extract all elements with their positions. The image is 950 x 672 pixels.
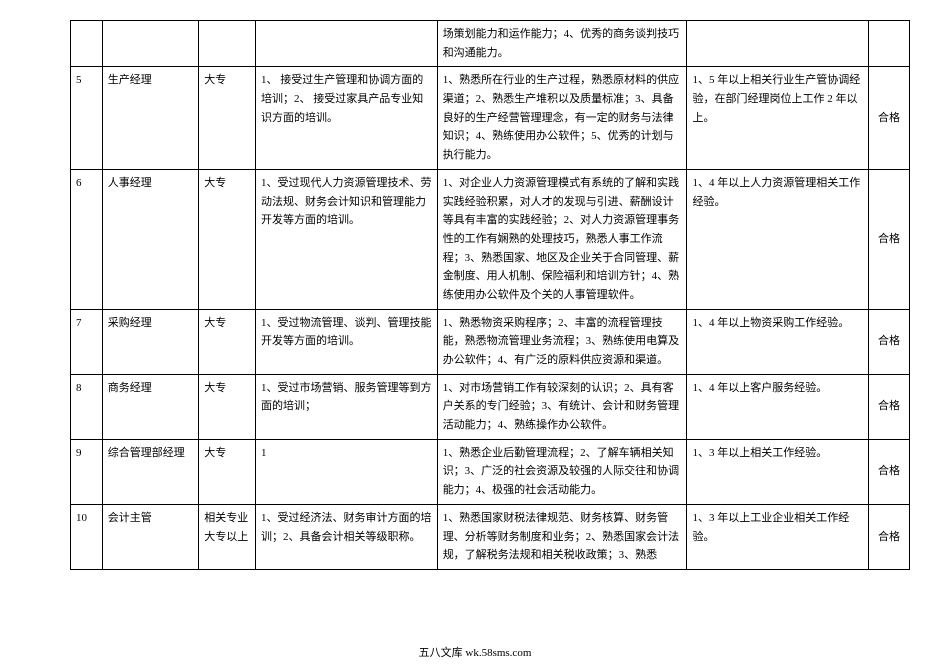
cell-education: 大专 <box>199 439 256 504</box>
cell-position: 人事经理 <box>102 169 199 309</box>
cell-result: 合格 <box>869 504 910 569</box>
cell-training: 1、受过市场营销、服务管理等到方面的培训； <box>256 374 438 439</box>
table-row: 10 会计主管 相关专业大专以上 1、受过经济法、财务审计方面的培训；2、具备会… <box>71 504 910 569</box>
cell-result: 合格 <box>869 374 910 439</box>
cell-position: 商务经理 <box>102 374 199 439</box>
job-requirements-table: 场策划能力和运作能力；4、优秀的商务谈判技巧和沟通能力。 5 生产经理 大专 1… <box>70 20 910 570</box>
cell-education: 大专 <box>199 309 256 374</box>
cell-result: 合格 <box>869 309 910 374</box>
cell-result: 合格 <box>869 67 910 169</box>
table-row: 7 采购经理 大专 1、受过物流管理、谈判、管理技能开发等方面的培训。 1、熟悉… <box>71 309 910 374</box>
cell-result: 合格 <box>869 169 910 309</box>
cell-education <box>199 21 256 67</box>
cell-skill: 1、熟悉物资采购程序；2、丰富的流程管理技能，熟悉物流管理业务流程；3、熟练使用… <box>437 309 687 374</box>
cell-skill: 1、对市场营销工作有较深刻的认识；2、具有客户关系的专门经验；3、有统计、会计和… <box>437 374 687 439</box>
cell-training <box>256 21 438 67</box>
cell-training: 1、受过物流管理、谈判、管理技能开发等方面的培训。 <box>256 309 438 374</box>
cell-experience: 1、5 年以上相关行业生产管协调经验，在部门经理岗位上工作 2 年以上。 <box>687 67 869 169</box>
cell-experience: 1、3 年以上相关工作经验。 <box>687 439 869 504</box>
cell-position <box>102 21 199 67</box>
cell-training: 1、受过现代人力资源管理技术、劳动法规、财务会计知识和管理能力开发等方面的培训。 <box>256 169 438 309</box>
table-row: 9 综合管理部经理 大专 1 1、熟悉企业后勤管理流程；2、了解车辆相关知识；3… <box>71 439 910 504</box>
cell-num: 8 <box>71 374 103 439</box>
cell-training: 1 <box>256 439 438 504</box>
cell-experience: 1、4 年以上客户服务经验。 <box>687 374 869 439</box>
cell-num: 10 <box>71 504 103 569</box>
table-row: 场策划能力和运作能力；4、优秀的商务谈判技巧和沟通能力。 <box>71 21 910 67</box>
cell-num: 9 <box>71 439 103 504</box>
cell-position: 采购经理 <box>102 309 199 374</box>
table-body: 场策划能力和运作能力；4、优秀的商务谈判技巧和沟通能力。 5 生产经理 大专 1… <box>71 21 910 570</box>
cell-num <box>71 21 103 67</box>
cell-skill: 1、熟悉所在行业的生产过程，熟悉原材料的供应渠道；2、熟悉生产堆积以及质量标准；… <box>437 67 687 169</box>
page-container: 场策划能力和运作能力；4、优秀的商务谈判技巧和沟通能力。 5 生产经理 大专 1… <box>0 0 950 600</box>
cell-experience: 1、4 年以上人力资源管理相关工作经验。 <box>687 169 869 309</box>
table-row: 8 商务经理 大专 1、受过市场营销、服务管理等到方面的培训； 1、对市场营销工… <box>71 374 910 439</box>
cell-education: 大专 <box>199 67 256 169</box>
cell-experience: 1、4 年以上物资采购工作经验。 <box>687 309 869 374</box>
cell-education: 相关专业大专以上 <box>199 504 256 569</box>
cell-num: 6 <box>71 169 103 309</box>
cell-num: 5 <box>71 67 103 169</box>
cell-position: 综合管理部经理 <box>102 439 199 504</box>
table-row: 6 人事经理 大专 1、受过现代人力资源管理技术、劳动法规、财务会计知识和管理能… <box>71 169 910 309</box>
cell-experience <box>687 21 869 67</box>
cell-skill: 场策划能力和运作能力；4、优秀的商务谈判技巧和沟通能力。 <box>437 21 687 67</box>
cell-education: 大专 <box>199 169 256 309</box>
cell-training: 1、受过经济法、财务审计方面的培训；2、具备会计相关等级职称。 <box>256 504 438 569</box>
cell-num: 7 <box>71 309 103 374</box>
page-footer: 五八文库 wk.58sms.com <box>0 644 950 660</box>
cell-education: 大专 <box>199 374 256 439</box>
cell-result <box>869 21 910 67</box>
cell-position: 生产经理 <box>102 67 199 169</box>
cell-skill: 1、熟悉企业后勤管理流程；2、了解车辆相关知识；3、广泛的社会资源及较强的人际交… <box>437 439 687 504</box>
cell-experience: 1、3 年以上工业企业相关工作经验。 <box>687 504 869 569</box>
cell-training: 1、 接受过生产管理和协调方面的培训；2、 接受过家具产品专业知识方面的培训。 <box>256 67 438 169</box>
table-row: 5 生产经理 大专 1、 接受过生产管理和协调方面的培训；2、 接受过家具产品专… <box>71 67 910 169</box>
cell-skill: 1、熟悉国家财税法律规范、财务核算、财务管理、分析等财务制度和业务；2、熟悉国家… <box>437 504 687 569</box>
cell-skill: 1、对企业人力资源管理模式有系统的了解和实践实践经验积累，对人才的发现与引进、薪… <box>437 169 687 309</box>
cell-result: 合格 <box>869 439 910 504</box>
cell-position: 会计主管 <box>102 504 199 569</box>
